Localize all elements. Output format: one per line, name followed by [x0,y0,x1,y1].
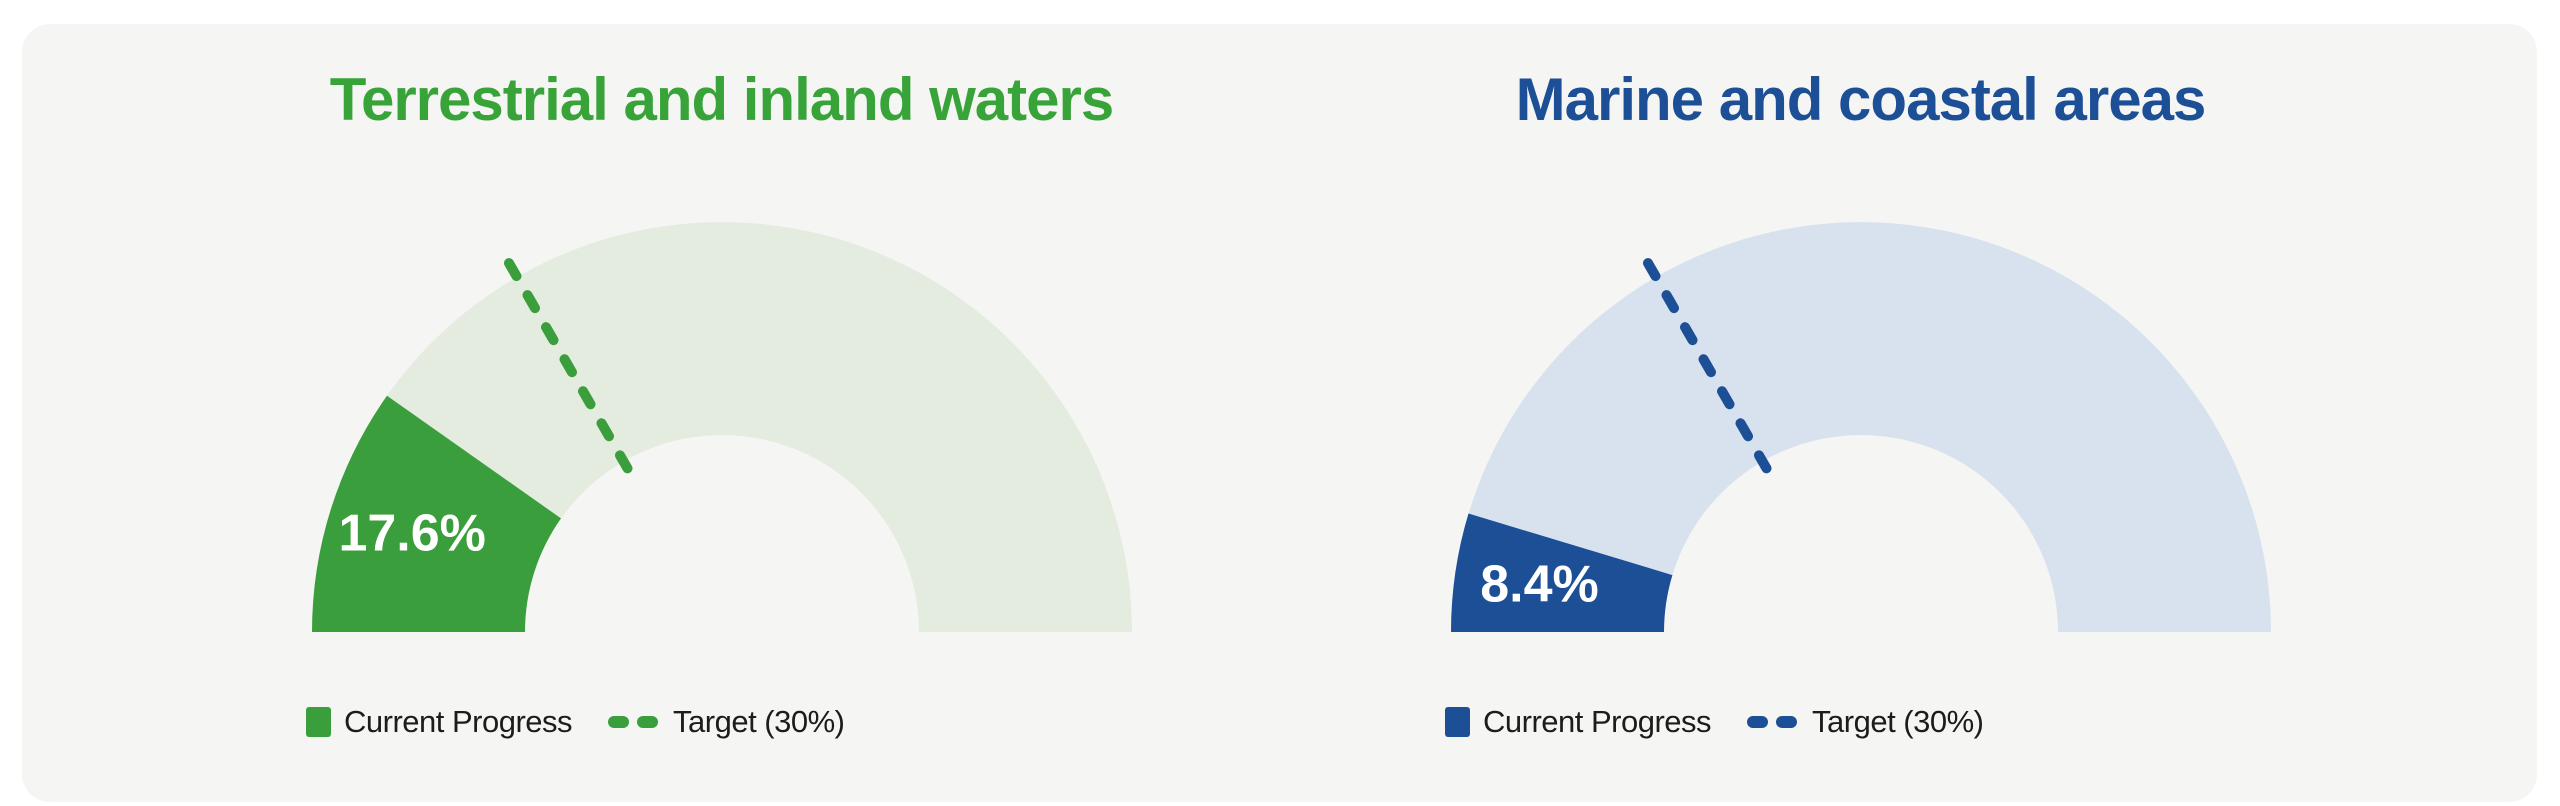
legend-dash-icon [608,716,659,728]
chart-title-marine: Marine and coastal areas [1515,66,2207,133]
legend-swatch-icon [306,707,331,737]
legend-item-current-progress[interactable]: Current Progress [306,704,573,740]
legend-item-current-progress[interactable]: Current Progress [1445,704,1712,740]
dash-segment [1776,716,1798,728]
dash-segment [608,716,630,728]
legend-dash-icon [1747,716,1798,728]
gauge-value-label: 17.6% [338,505,485,563]
legend-item-target[interactable]: Target (30%) [1747,704,1984,740]
gauge-target-dash-line [503,258,640,487]
dashboard-card: Terrestrial and inland waters 17.6% Curr… [22,24,2537,802]
dash-segment [1747,716,1769,728]
gauge-chart-marine: 8.4% [1450,222,2271,632]
legend-label-target: Target (30%) [673,704,845,739]
gauge-target-dash-line [1642,258,1779,487]
gauge-chart-terrestrial: 17.6% [311,222,1132,632]
gauge-track-arc [1450,222,2271,632]
legend-label-target: Target (30%) [1812,704,1984,739]
legend-item-target[interactable]: Target (30%) [608,704,845,740]
gauge-panel-terrestrial: Terrestrial and inland waters 17.6% Curr… [152,24,1291,802]
chart-title-terrestrial: Terrestrial and inland waters [329,66,1115,133]
gauge-value-label: 8.4% [1480,556,1599,614]
gauge-fill-arc [1450,513,1672,632]
legend-terrestrial: Current Progress Target (30%) [152,704,1291,740]
legend-label-current: Current Progress [1483,704,1712,739]
legend-marine: Current Progress Target (30%) [1291,704,2430,740]
dash-segment [637,716,659,728]
legend-label-current: Current Progress [344,704,573,739]
gauge-fill-arc [311,395,561,632]
gauge-panel-marine: Marine and coastal areas 8.4% Current Pr… [1291,24,2430,802]
legend-swatch-icon [1445,707,1470,737]
